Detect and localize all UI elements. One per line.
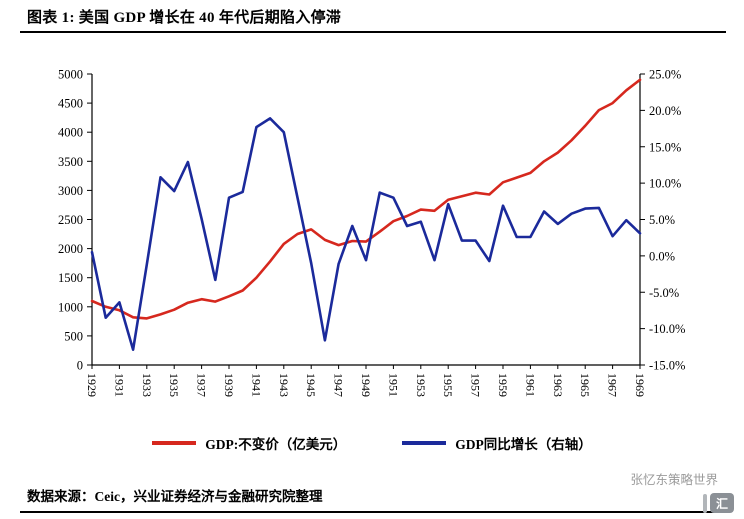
svg-text:1949: 1949 [359,373,373,397]
svg-text:-5.0%: -5.0% [649,286,679,300]
svg-text:1965: 1965 [578,373,592,397]
svg-text:1969: 1969 [633,373,647,397]
svg-text:2000: 2000 [58,242,83,256]
svg-text:20.0%: 20.0% [649,104,681,118]
watermark-logo-bar-icon [703,493,707,513]
svg-text:1967: 1967 [606,373,620,397]
legend-label-gdp-level: GDP:不变价（亿美元） [205,437,347,452]
chart-legend: GDP:不变价（亿美元） GDP同比增长（右轴） [0,433,744,453]
legend-item-gdp-growth: GDP同比增长（右轴） [402,433,592,453]
watermark-logo: 汇 [703,493,734,513]
legend-item-gdp-level: GDP:不变价（亿美元） [152,433,346,453]
watermark-logo-icon: 汇 [710,493,734,513]
svg-text:1947: 1947 [332,373,346,397]
svg-text:1955: 1955 [441,373,455,397]
svg-text:1000: 1000 [58,300,83,314]
svg-text:1953: 1953 [414,373,428,397]
data-source-note: 数据来源：Ceic，兴业证券经济与金融研究院整理 [27,489,323,504]
svg-text:500: 500 [64,329,83,343]
svg-text:3000: 3000 [58,184,83,198]
gdp-line-chart: 0 500 1000 1500 2000 2500 3000 3500 4000 4500 5000… [58,68,685,398]
svg-text:1937: 1937 [195,373,209,397]
svg-text:2500: 2500 [58,213,83,227]
bottom-divider [20,511,726,513]
legend-label-gdp-growth: GDP同比增长（右轴） [455,437,592,452]
svg-text:1951: 1951 [386,373,400,397]
svg-text:1959: 1959 [496,373,510,397]
svg-text:25.0%: 25.0% [649,68,681,82]
svg-text:15.0%: 15.0% [649,140,681,154]
svg-text:4000: 4000 [58,126,83,140]
legend-swatch-blue-line [402,441,447,445]
svg-text:0: 0 [77,359,83,373]
figure-title: 图表 1: 美国 GDP 增长在 40 年代后期陷入停滞 [27,10,342,26]
svg-text:5.0%: 5.0% [649,213,675,227]
svg-text:1935: 1935 [167,373,181,397]
svg-text:1963: 1963 [551,373,565,397]
svg-text:-15.0%: -15.0% [649,359,685,373]
svg-text:10.0%: 10.0% [649,177,681,191]
svg-text:1941: 1941 [249,373,263,397]
svg-text:1945: 1945 [304,373,318,397]
svg-text:0.0%: 0.0% [649,249,675,263]
svg-text:1961: 1961 [523,373,537,397]
svg-text:-10.0%: -10.0% [649,322,685,336]
watermark-text: 张忆东策略世界 [630,473,718,487]
svg-text:1939: 1939 [222,373,236,397]
svg-text:1957: 1957 [469,373,483,397]
legend-swatch-red-line [152,441,197,445]
svg-text:1933: 1933 [140,373,154,397]
svg-text:1931: 1931 [112,373,126,397]
svg-text:3500: 3500 [58,155,83,169]
svg-text:4500: 4500 [58,97,83,111]
svg-text:5000: 5000 [58,68,83,82]
title-divider [20,31,726,33]
svg-text:1943: 1943 [277,373,291,397]
svg-text:1929: 1929 [85,373,99,397]
svg-text:1500: 1500 [58,271,83,285]
